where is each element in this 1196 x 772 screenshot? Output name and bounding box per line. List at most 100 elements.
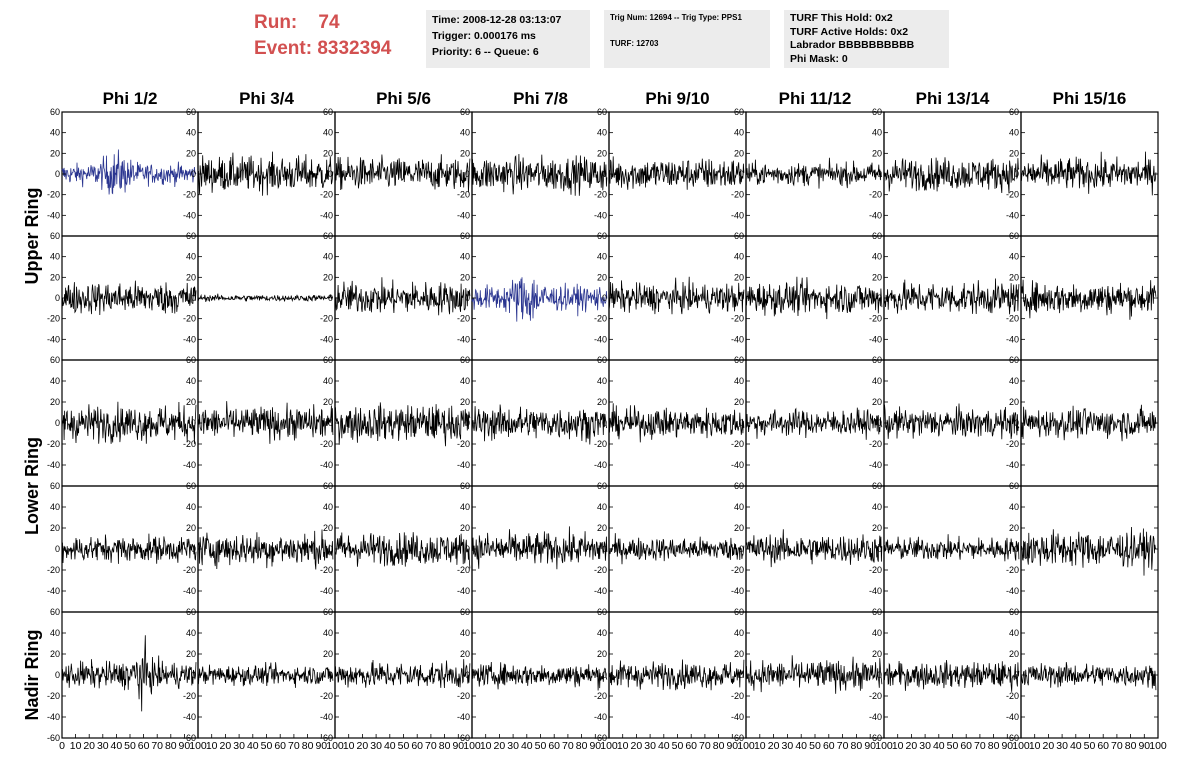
y-tick-label: 0 bbox=[1014, 169, 1019, 179]
y-tick-label: 60 bbox=[734, 107, 744, 117]
column-title: Phi 9/10 bbox=[645, 89, 709, 108]
x-tick-label: 90 bbox=[452, 740, 464, 752]
y-tick-label: -40 bbox=[457, 334, 470, 344]
y-tick-label: 40 bbox=[597, 128, 607, 138]
y-tick-label: -20 bbox=[183, 691, 196, 701]
y-tick-label: 40 bbox=[50, 628, 60, 638]
x-tick-label: 10 bbox=[754, 740, 766, 752]
y-tick-label: -20 bbox=[47, 439, 60, 449]
x-tick-label: 20 bbox=[494, 740, 506, 752]
y-tick-label: -20 bbox=[869, 190, 882, 200]
y-tick-label: 60 bbox=[50, 355, 60, 365]
y-tick-label: 60 bbox=[186, 231, 196, 241]
y-tick-label: 0 bbox=[602, 544, 607, 554]
y-tick-label: 20 bbox=[734, 148, 744, 158]
y-tick-label: 40 bbox=[186, 502, 196, 512]
waveform-trace bbox=[197, 401, 334, 444]
y-tick-label: 0 bbox=[1014, 293, 1019, 303]
y-tick-label: 20 bbox=[734, 272, 744, 282]
waveform-trace bbox=[61, 149, 197, 195]
y-tick-label: 40 bbox=[1009, 502, 1019, 512]
y-tick-label: 60 bbox=[734, 231, 744, 241]
y-tick-label: 0 bbox=[602, 293, 607, 303]
x-tick-label: 70 bbox=[425, 740, 437, 752]
y-tick-label: 60 bbox=[323, 355, 333, 365]
x-tick-label: 20 bbox=[768, 740, 780, 752]
waveform-trace bbox=[61, 401, 197, 444]
y-tick-label: 40 bbox=[1009, 128, 1019, 138]
x-tick-label: 60 bbox=[548, 740, 560, 752]
turf-info-box: TURF This Hold: 0x2 TURF Active Holds: 0… bbox=[784, 10, 949, 68]
y-tick-label: 20 bbox=[50, 148, 60, 158]
y-tick-label: 40 bbox=[872, 628, 882, 638]
y-tick-label: 20 bbox=[460, 523, 470, 533]
y-tick-label: 60 bbox=[50, 231, 60, 241]
y-tick-label: 60 bbox=[597, 607, 607, 617]
x-tick-label: 60 bbox=[1097, 740, 1109, 752]
waveform-trace bbox=[471, 526, 608, 570]
x-tick-label: 10 bbox=[480, 740, 492, 752]
x-tick-label: 50 bbox=[1084, 740, 1096, 752]
y-tick-label: -20 bbox=[47, 190, 60, 200]
y-tick-label: 40 bbox=[1009, 376, 1019, 386]
x-tick-label: 10 bbox=[1029, 740, 1041, 752]
y-tick-label: 20 bbox=[1009, 523, 1019, 533]
y-tick-label: 0 bbox=[877, 293, 882, 303]
x-tick-label: 40 bbox=[521, 740, 533, 752]
waveform-trace bbox=[471, 277, 608, 322]
y-tick-label: -20 bbox=[594, 691, 607, 701]
y-tick-label: 20 bbox=[1009, 649, 1019, 659]
y-tick-label: -40 bbox=[731, 712, 744, 722]
y-tick-label: -40 bbox=[320, 712, 333, 722]
trig-num-text: Trig Num: 12694 -- Trig Type: PPS1 bbox=[610, 13, 742, 22]
y-tick-label: -20 bbox=[320, 439, 333, 449]
y-tick-label: 60 bbox=[597, 355, 607, 365]
y-tick-label: -60 bbox=[320, 733, 333, 743]
waveform-trace bbox=[883, 403, 1020, 440]
y-tick-label: 40 bbox=[460, 128, 470, 138]
y-tick-label: 20 bbox=[872, 397, 882, 407]
waveform-trace bbox=[471, 661, 608, 691]
phi-mask-text: Phi Mask: 0 bbox=[790, 52, 848, 65]
y-tick-label: 60 bbox=[50, 107, 60, 117]
y-tick-label: -40 bbox=[594, 210, 607, 220]
y-tick-label: -40 bbox=[183, 712, 196, 722]
y-tick-label: 40 bbox=[50, 376, 60, 386]
y-tick-label: -20 bbox=[320, 691, 333, 701]
y-tick-label: 60 bbox=[1009, 355, 1019, 365]
y-tick-label: 60 bbox=[186, 355, 196, 365]
waveform-trace bbox=[334, 402, 471, 447]
column-title: Phi 11/12 bbox=[779, 89, 852, 108]
y-tick-label: -20 bbox=[320, 565, 333, 575]
x-tick-label: 20 bbox=[906, 740, 918, 752]
x-tick-label: 70 bbox=[562, 740, 574, 752]
y-tick-label: 20 bbox=[734, 523, 744, 533]
y-tick-label: 40 bbox=[50, 502, 60, 512]
waveform-trace bbox=[197, 293, 333, 303]
y-tick-label: 0 bbox=[191, 169, 196, 179]
y-tick-label: 40 bbox=[597, 252, 607, 262]
y-tick-label: 0 bbox=[328, 670, 333, 680]
column-title: Phi 5/6 bbox=[376, 89, 431, 108]
y-tick-label: -40 bbox=[320, 586, 333, 596]
waveform-trace bbox=[1020, 526, 1157, 576]
column-title: Phi 3/4 bbox=[239, 89, 294, 108]
x-tick-label: 40 bbox=[384, 740, 396, 752]
x-tick-label: 100 bbox=[737, 740, 755, 752]
x-tick-label: 100 bbox=[189, 740, 207, 752]
waveform-trace bbox=[334, 277, 471, 316]
y-tick-label: 20 bbox=[460, 649, 470, 659]
y-tick-label: 0 bbox=[1014, 670, 1019, 680]
y-tick-label: 20 bbox=[323, 148, 333, 158]
trigger-text: Trigger: 0.000176 ms bbox=[432, 30, 536, 42]
x-tick-label: 30 bbox=[97, 740, 109, 752]
y-tick-label: 60 bbox=[734, 607, 744, 617]
column-title: Phi 1/2 bbox=[103, 89, 158, 108]
y-tick-label: 0 bbox=[739, 418, 744, 428]
x-tick-label: 40 bbox=[111, 740, 123, 752]
y-tick-label: 0 bbox=[465, 418, 470, 428]
column-title: Phi 7/8 bbox=[513, 89, 568, 108]
waveform-trace bbox=[608, 403, 745, 443]
y-tick-label: -20 bbox=[47, 314, 60, 324]
waveform-trace bbox=[471, 153, 608, 196]
